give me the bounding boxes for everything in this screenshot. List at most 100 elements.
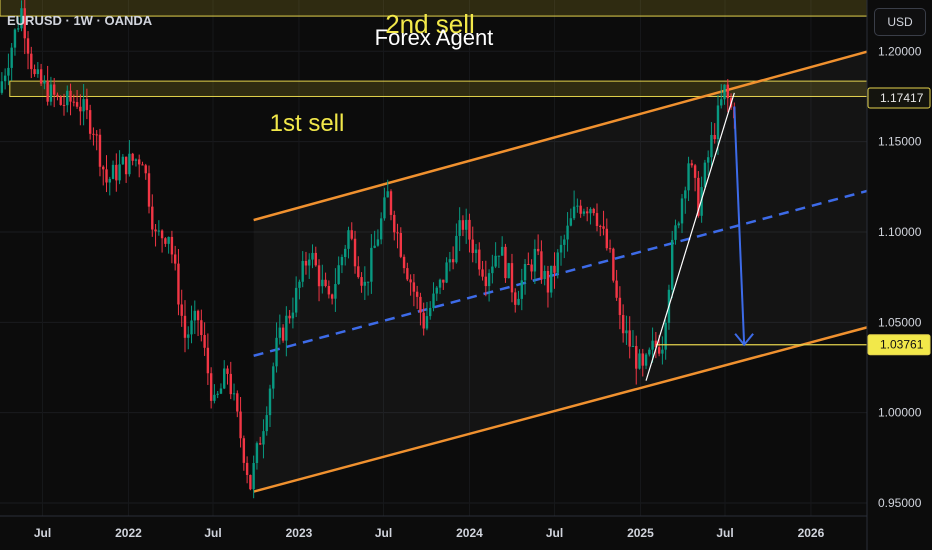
candle-body [451,259,455,263]
candle-body [703,162,707,188]
candle-body [468,219,471,240]
candle-body [206,347,210,374]
current-price-tag: 1.17417 [880,91,924,105]
candle-body [393,214,396,233]
x-tick-label: Jul [34,526,51,540]
candle-body [216,393,219,395]
candle-body [124,156,128,175]
candle-body [514,292,517,305]
candle-body [690,163,694,166]
candle-body [536,248,540,252]
uptrend-line [645,92,735,381]
candle-body [716,105,720,140]
candle-body [236,393,239,412]
candle-body [589,208,592,214]
candle-body [592,208,595,214]
currency-button[interactable]: USD [874,8,926,36]
candle-body [154,229,157,232]
candle-body [556,252,559,273]
candle-body [3,75,7,82]
candle-body [350,230,353,239]
channel-upper-line [253,50,868,222]
candle-body [17,28,20,30]
candle-body [245,462,249,475]
candle-body [710,134,713,158]
candle-body [30,53,33,70]
x-tick-label: Jul [716,526,733,540]
candle-body [510,263,514,293]
candle-body [314,252,317,266]
candle-body [422,312,425,329]
candle-body [249,474,252,490]
candle-body [82,99,85,112]
candle-body [442,279,445,283]
candle-body [687,163,690,191]
candle-body [504,246,507,279]
x-tick-label: 2026 [798,526,825,540]
candle-body [429,307,432,317]
candle-body [693,165,697,178]
candle-body [69,90,72,102]
candle-body [396,232,399,234]
candle-body [10,47,13,68]
candle-body [301,260,304,282]
candle-body [376,239,380,246]
candle-body [144,165,147,174]
candle-body [569,218,573,226]
candle-body [677,223,680,226]
candle-body [546,270,550,293]
candle-body [242,438,246,463]
candle-body [527,263,530,265]
candle-body [370,247,373,282]
candle-body [425,316,429,329]
candle-body [288,315,291,319]
channel-middle-line [253,189,868,357]
x-tick-label: 2022 [115,526,142,540]
candle-body [13,29,17,48]
candle-body [102,166,105,170]
candle-body [566,225,569,240]
candle-body [553,265,556,273]
candle-body [723,84,726,100]
candle-body [138,159,141,165]
x-axis: Jul 2022 Jul 2023 Jul 2024 Jul 2025 Jul 2026 [0,515,867,540]
candle-body [75,102,79,107]
candle-body [523,263,527,281]
candle-body [464,219,468,230]
candle-body [131,153,134,161]
candle-body [497,255,501,257]
candle-body [226,368,229,374]
candle-body [435,287,438,294]
candle-body [661,349,664,354]
candle-body [209,373,213,401]
candle-body [229,373,232,395]
x-tick-label: Jul [204,526,221,540]
candle-body [7,67,10,76]
candle-body [563,239,566,245]
second-sell-label: 2nd sell [385,9,475,39]
candle-body [625,330,628,334]
candle-body [491,266,494,274]
candle-body [720,99,723,106]
candle-body [239,411,242,439]
candle-body [406,268,409,280]
candle-body [615,280,618,298]
candle-body [95,134,98,136]
candle-body [252,463,255,490]
candle-body [347,230,350,249]
candle-body [697,177,700,216]
candle-body [79,106,82,112]
candle-body [438,279,442,288]
candle-body [419,296,422,313]
candle-body [478,249,481,270]
candle-body [399,232,403,257]
candle-body [183,315,187,338]
candle-body [386,191,389,198]
candle-body [484,276,488,287]
candle-body [232,393,236,395]
candle-body [644,354,648,366]
candle-body [576,205,579,207]
candle-body [164,238,167,244]
